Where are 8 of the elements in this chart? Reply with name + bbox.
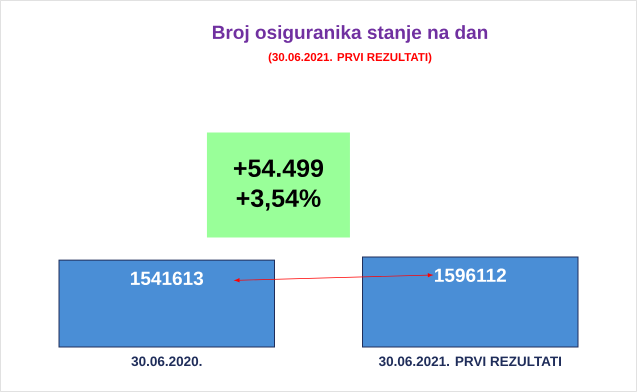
chart-title: Broj osiguranika stanje na dan [212, 25, 488, 43]
x-tick-label: 30.06.2020. [131, 356, 202, 366]
text: +3,54% [236, 189, 321, 211]
data-label: 1541613 [130, 272, 204, 286]
data-label: 1596112 [434, 268, 506, 282]
x-tick-label: 30.06.2021. PRVI REZULTATI [378, 356, 562, 366]
text: +54.499 [234, 159, 324, 178]
chart-subtitle: (30.06.2021. PRVI REZULTATI) [268, 52, 432, 64]
